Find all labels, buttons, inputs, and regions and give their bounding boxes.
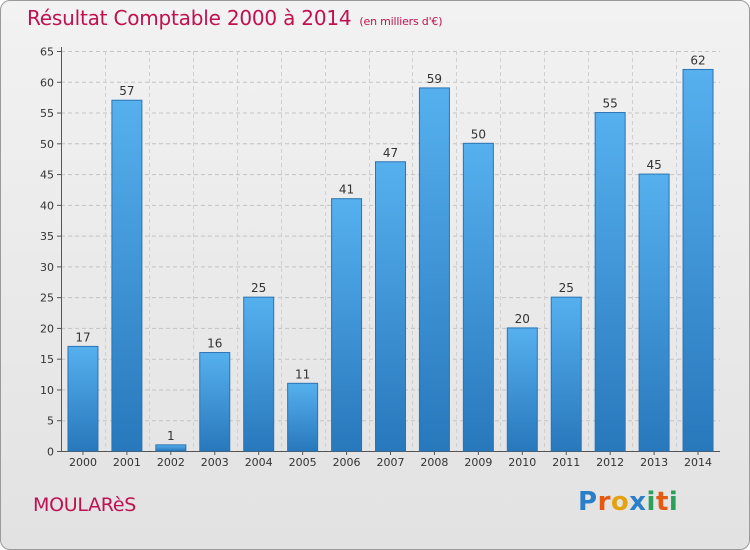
bar-2002 (155, 444, 186, 451)
chart-title-text: Résultat Comptable 2000 à 2014 (27, 6, 352, 30)
y-tick-label: 30 (40, 261, 54, 274)
y-tick-label: 20 (40, 322, 54, 335)
y-tick-label: 10 (40, 384, 54, 397)
value-label-2013: 45 (646, 158, 661, 172)
y-tick-label: 50 (40, 138, 54, 151)
x-tick-label-2010: 2010 (508, 456, 536, 469)
bar-2008 (419, 87, 450, 451)
bar-2005 (287, 383, 318, 451)
bar-outline-2013 (638, 173, 670, 452)
x-tick-label-2002: 2002 (157, 456, 185, 469)
x-tick-label-2005: 2005 (289, 456, 317, 469)
x-tick-label-2013: 2013 (640, 456, 668, 469)
y-tick-label: 45 (40, 169, 54, 182)
labels: 0 5 10 15 20 25 30 35 40 45 50 55 60 65 17 2000 57 2001 1 2… (40, 46, 712, 470)
bar-outline-2007 (375, 161, 406, 452)
bar-2014 (683, 69, 714, 451)
y-tick-label: 35 (40, 230, 54, 243)
value-label-2009: 50 (471, 127, 486, 141)
value-label-2001: 57 (119, 84, 134, 98)
x-tick-label-2003: 2003 (201, 456, 229, 469)
y-tick-label: 65 (40, 46, 54, 59)
value-label-2006: 41 (339, 183, 354, 197)
x-tick-label-2006: 2006 (333, 456, 361, 469)
bar-2004 (243, 297, 274, 451)
y-tick-label: 5 (47, 415, 54, 428)
y-tick-label: 0 (47, 446, 54, 459)
logo-letter: P (578, 487, 598, 517)
x-tick-label-2008: 2008 (420, 456, 448, 469)
bar-outline-2006 (331, 198, 363, 452)
bar-outline-2014 (682, 68, 714, 452)
y-tick-label: 60 (40, 76, 54, 89)
bar-2013 (639, 174, 670, 452)
bar-outline-2002 (155, 444, 187, 452)
value-label-2000: 17 (75, 330, 90, 344)
value-label-2007: 47 (383, 146, 398, 160)
logo-letter: i (668, 487, 679, 517)
value-label-2010: 20 (515, 312, 530, 326)
value-label-2014: 62 (690, 53, 705, 67)
value-label-2011: 25 (559, 281, 574, 295)
x-tick-label-2001: 2001 (113, 456, 141, 469)
proxiti-logo: Proxiti (578, 487, 678, 517)
x-tick-label-2004: 2004 (245, 456, 273, 469)
x-tick-label-2012: 2012 (596, 456, 624, 469)
x-tick-label-2014: 2014 (684, 456, 712, 469)
x-tick-label-2011: 2011 (552, 456, 580, 469)
chart-title: Résultat Comptable 2000 à 2014 (en millie… (27, 6, 443, 30)
logo-letter: i (646, 487, 656, 517)
x-tick-label-2007: 2007 (377, 456, 405, 469)
logo-letter: t (655, 487, 669, 517)
value-label-2003: 16 (207, 337, 222, 351)
bar-outline-2005 (287, 382, 319, 452)
y-tick-label: 15 (40, 353, 54, 366)
bar-outline-2001 (111, 99, 143, 452)
logo-letter: x (629, 487, 647, 517)
bar-outline-2011 (550, 296, 582, 452)
value-label-2002: 1 (167, 429, 175, 443)
bar-outline-2010 (506, 327, 538, 452)
y-tick-label: 40 (40, 199, 54, 212)
value-label-2012: 55 (603, 97, 618, 111)
bar-2006 (331, 198, 362, 451)
bar-outline-2000 (67, 345, 99, 452)
bar-2011 (551, 297, 582, 451)
bar-2012 (595, 112, 626, 452)
bar-outline-2009 (462, 142, 494, 452)
bar-2009 (463, 143, 494, 452)
value-label-2004: 25 (251, 281, 266, 295)
commune-name: MOULARèS (33, 494, 136, 516)
bars (67, 68, 714, 452)
x-tick-label-2000: 2000 (69, 456, 97, 469)
bar-2000 (67, 346, 98, 451)
value-label-2005: 11 (295, 367, 310, 381)
logo-letter: r (597, 487, 611, 517)
bar-outline-2003 (199, 352, 231, 452)
bar-outline-2012 (594, 112, 626, 452)
bar-2001 (111, 100, 142, 451)
logo-letter: o (610, 487, 630, 517)
value-label-2008: 59 (427, 72, 442, 86)
bar-2003 (199, 352, 230, 451)
bar-outline-2004 (243, 296, 275, 452)
bar-2007 (375, 161, 406, 451)
x-tick-label-2009: 2009 (464, 456, 492, 469)
y-tick-label: 55 (40, 107, 54, 120)
bar-2010 (507, 327, 538, 451)
bar-outline-2008 (418, 87, 450, 452)
y-tick-label: 25 (40, 292, 54, 305)
chart-unit: (en milliers d'€) (359, 15, 443, 28)
